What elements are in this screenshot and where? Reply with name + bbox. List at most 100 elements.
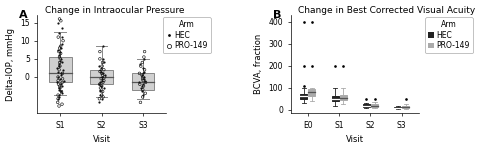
Point	[56, 78, 64, 80]
X-axis label: Visit: Visit	[92, 135, 110, 144]
Point	[59, 39, 67, 42]
Point	[55, 94, 63, 96]
Point	[137, 65, 145, 67]
Point	[100, 79, 108, 82]
Bar	[332, 96, 338, 101]
Point	[96, 58, 104, 60]
Point	[56, 87, 64, 89]
Point	[140, 70, 147, 73]
Point	[54, 21, 62, 24]
Point	[96, 50, 104, 53]
Point	[140, 58, 147, 60]
Point	[96, 83, 104, 86]
Point	[96, 90, 104, 93]
Point	[58, 90, 66, 93]
X-axis label: Visit: Visit	[346, 135, 364, 144]
Point	[54, 32, 62, 35]
Point	[138, 96, 146, 98]
Point	[56, 85, 64, 87]
Point	[140, 67, 147, 69]
Point	[98, 90, 106, 93]
Point	[142, 79, 150, 82]
Point	[136, 63, 143, 66]
Point	[140, 76, 148, 78]
Bar	[308, 89, 316, 96]
Point	[56, 50, 64, 53]
Point	[96, 69, 104, 71]
Point	[57, 20, 65, 22]
Point	[56, 58, 64, 60]
Point	[140, 83, 147, 86]
Bar	[340, 95, 346, 101]
Bar	[300, 94, 307, 99]
Point	[54, 98, 62, 100]
Point	[137, 87, 145, 89]
Point	[58, 81, 66, 84]
Point	[54, 94, 62, 96]
Point	[54, 63, 62, 66]
Point	[98, 74, 106, 76]
Point	[56, 45, 64, 47]
Point	[58, 90, 66, 93]
Point	[56, 61, 64, 64]
Point	[140, 69, 148, 71]
Point	[98, 72, 106, 75]
Point	[140, 50, 148, 53]
Point	[139, 79, 147, 82]
Point	[98, 78, 106, 80]
Point	[100, 76, 108, 78]
Point	[54, 70, 62, 73]
Bar	[49, 57, 72, 82]
Point	[98, 76, 106, 78]
Legend: HEC, PRO-149: HEC, PRO-149	[163, 17, 210, 53]
Point	[54, 76, 62, 78]
Point	[136, 72, 143, 75]
Point	[58, 92, 66, 94]
Bar	[363, 104, 370, 107]
Point	[100, 87, 108, 89]
Point	[54, 49, 62, 51]
Point	[55, 96, 63, 98]
Point	[57, 74, 65, 76]
Point	[54, 54, 62, 56]
Point	[140, 72, 147, 75]
Bar	[90, 70, 113, 84]
Point	[98, 98, 106, 100]
Point	[56, 47, 64, 49]
Point	[138, 74, 146, 76]
Bar	[402, 106, 409, 108]
Point	[57, 58, 65, 60]
Point	[96, 81, 104, 84]
Point	[140, 85, 147, 87]
Point	[95, 101, 103, 104]
Text: A: A	[20, 11, 28, 20]
Point	[136, 83, 144, 86]
Point	[96, 88, 104, 91]
Point	[140, 94, 147, 96]
Point	[58, 85, 66, 87]
Point	[54, 83, 62, 86]
Point	[96, 70, 104, 73]
Point	[55, 69, 63, 71]
Point	[56, 59, 64, 62]
Point	[142, 81, 150, 84]
Point	[100, 61, 108, 64]
Point	[54, 98, 62, 100]
Point	[53, 81, 61, 84]
Point	[136, 81, 143, 84]
Point	[58, 103, 66, 105]
Point	[56, 72, 64, 75]
Point	[100, 72, 108, 75]
Point	[98, 61, 106, 64]
Point	[58, 61, 66, 64]
Text: B: B	[272, 11, 281, 20]
Bar	[371, 104, 378, 107]
Point	[58, 69, 66, 71]
Point	[97, 78, 105, 80]
Point	[138, 85, 146, 87]
Point	[139, 76, 147, 78]
Point	[58, 78, 66, 80]
Point	[136, 101, 144, 104]
Point	[56, 18, 64, 20]
Legend: HEC, PRO-149: HEC, PRO-149	[425, 17, 473, 53]
